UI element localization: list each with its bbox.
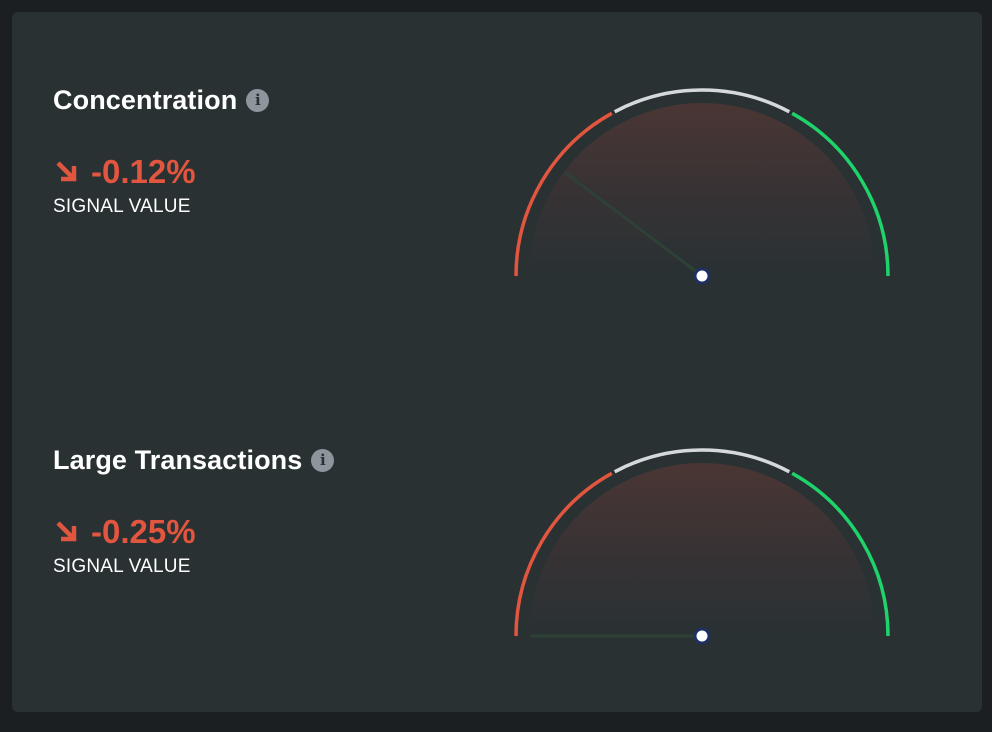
signal-value: -0.12%	[91, 153, 196, 190]
signal-caption: SIGNAL VALUE	[53, 196, 191, 217]
info-icon[interactable]: i	[246, 88, 270, 112]
gauge-neutral-arc	[613, 448, 791, 474]
gauge-negative-arc	[514, 471, 613, 637]
signal-concentration: Concentration i -0.12% SIGNAL VALUE	[12, 12, 982, 372]
gauge-positive-arc	[791, 471, 890, 637]
signal-value-row: -0.12%	[53, 152, 196, 192]
info-icon[interactable]: i	[311, 448, 335, 472]
signal-gauge	[514, 88, 890, 285]
gauge-hub	[693, 267, 711, 285]
gauge-fill	[529, 103, 875, 276]
gauge-needle	[564, 172, 704, 278]
gauge-neutral-arc	[613, 88, 791, 114]
arrow-down-right-icon	[56, 161, 77, 182]
signal-caption: SIGNAL VALUE	[53, 556, 191, 577]
signal-value-row: -0.25%	[53, 512, 196, 552]
gauge-hub	[693, 627, 711, 645]
gauge-fill	[529, 463, 875, 636]
signal-value: -0.25%	[91, 513, 196, 550]
signal-large-transactions: Large Transactions i -0.25% SIGNAL VALUE	[12, 372, 982, 732]
signal-title-row: Large Transactions i	[53, 440, 335, 480]
signal-title-row: Concentration i	[53, 80, 270, 120]
gauge-positive-arc	[791, 111, 890, 277]
signal-gauge	[514, 448, 890, 645]
signals-card: Concentration i -0.12% SIGNAL VALUE Larg…	[12, 12, 982, 712]
signal-title: Large Transactions	[53, 444, 303, 475]
gauge-negative-arc	[514, 111, 613, 277]
signal-title: Concentration	[53, 84, 238, 115]
arrow-down-right-icon	[56, 521, 77, 542]
